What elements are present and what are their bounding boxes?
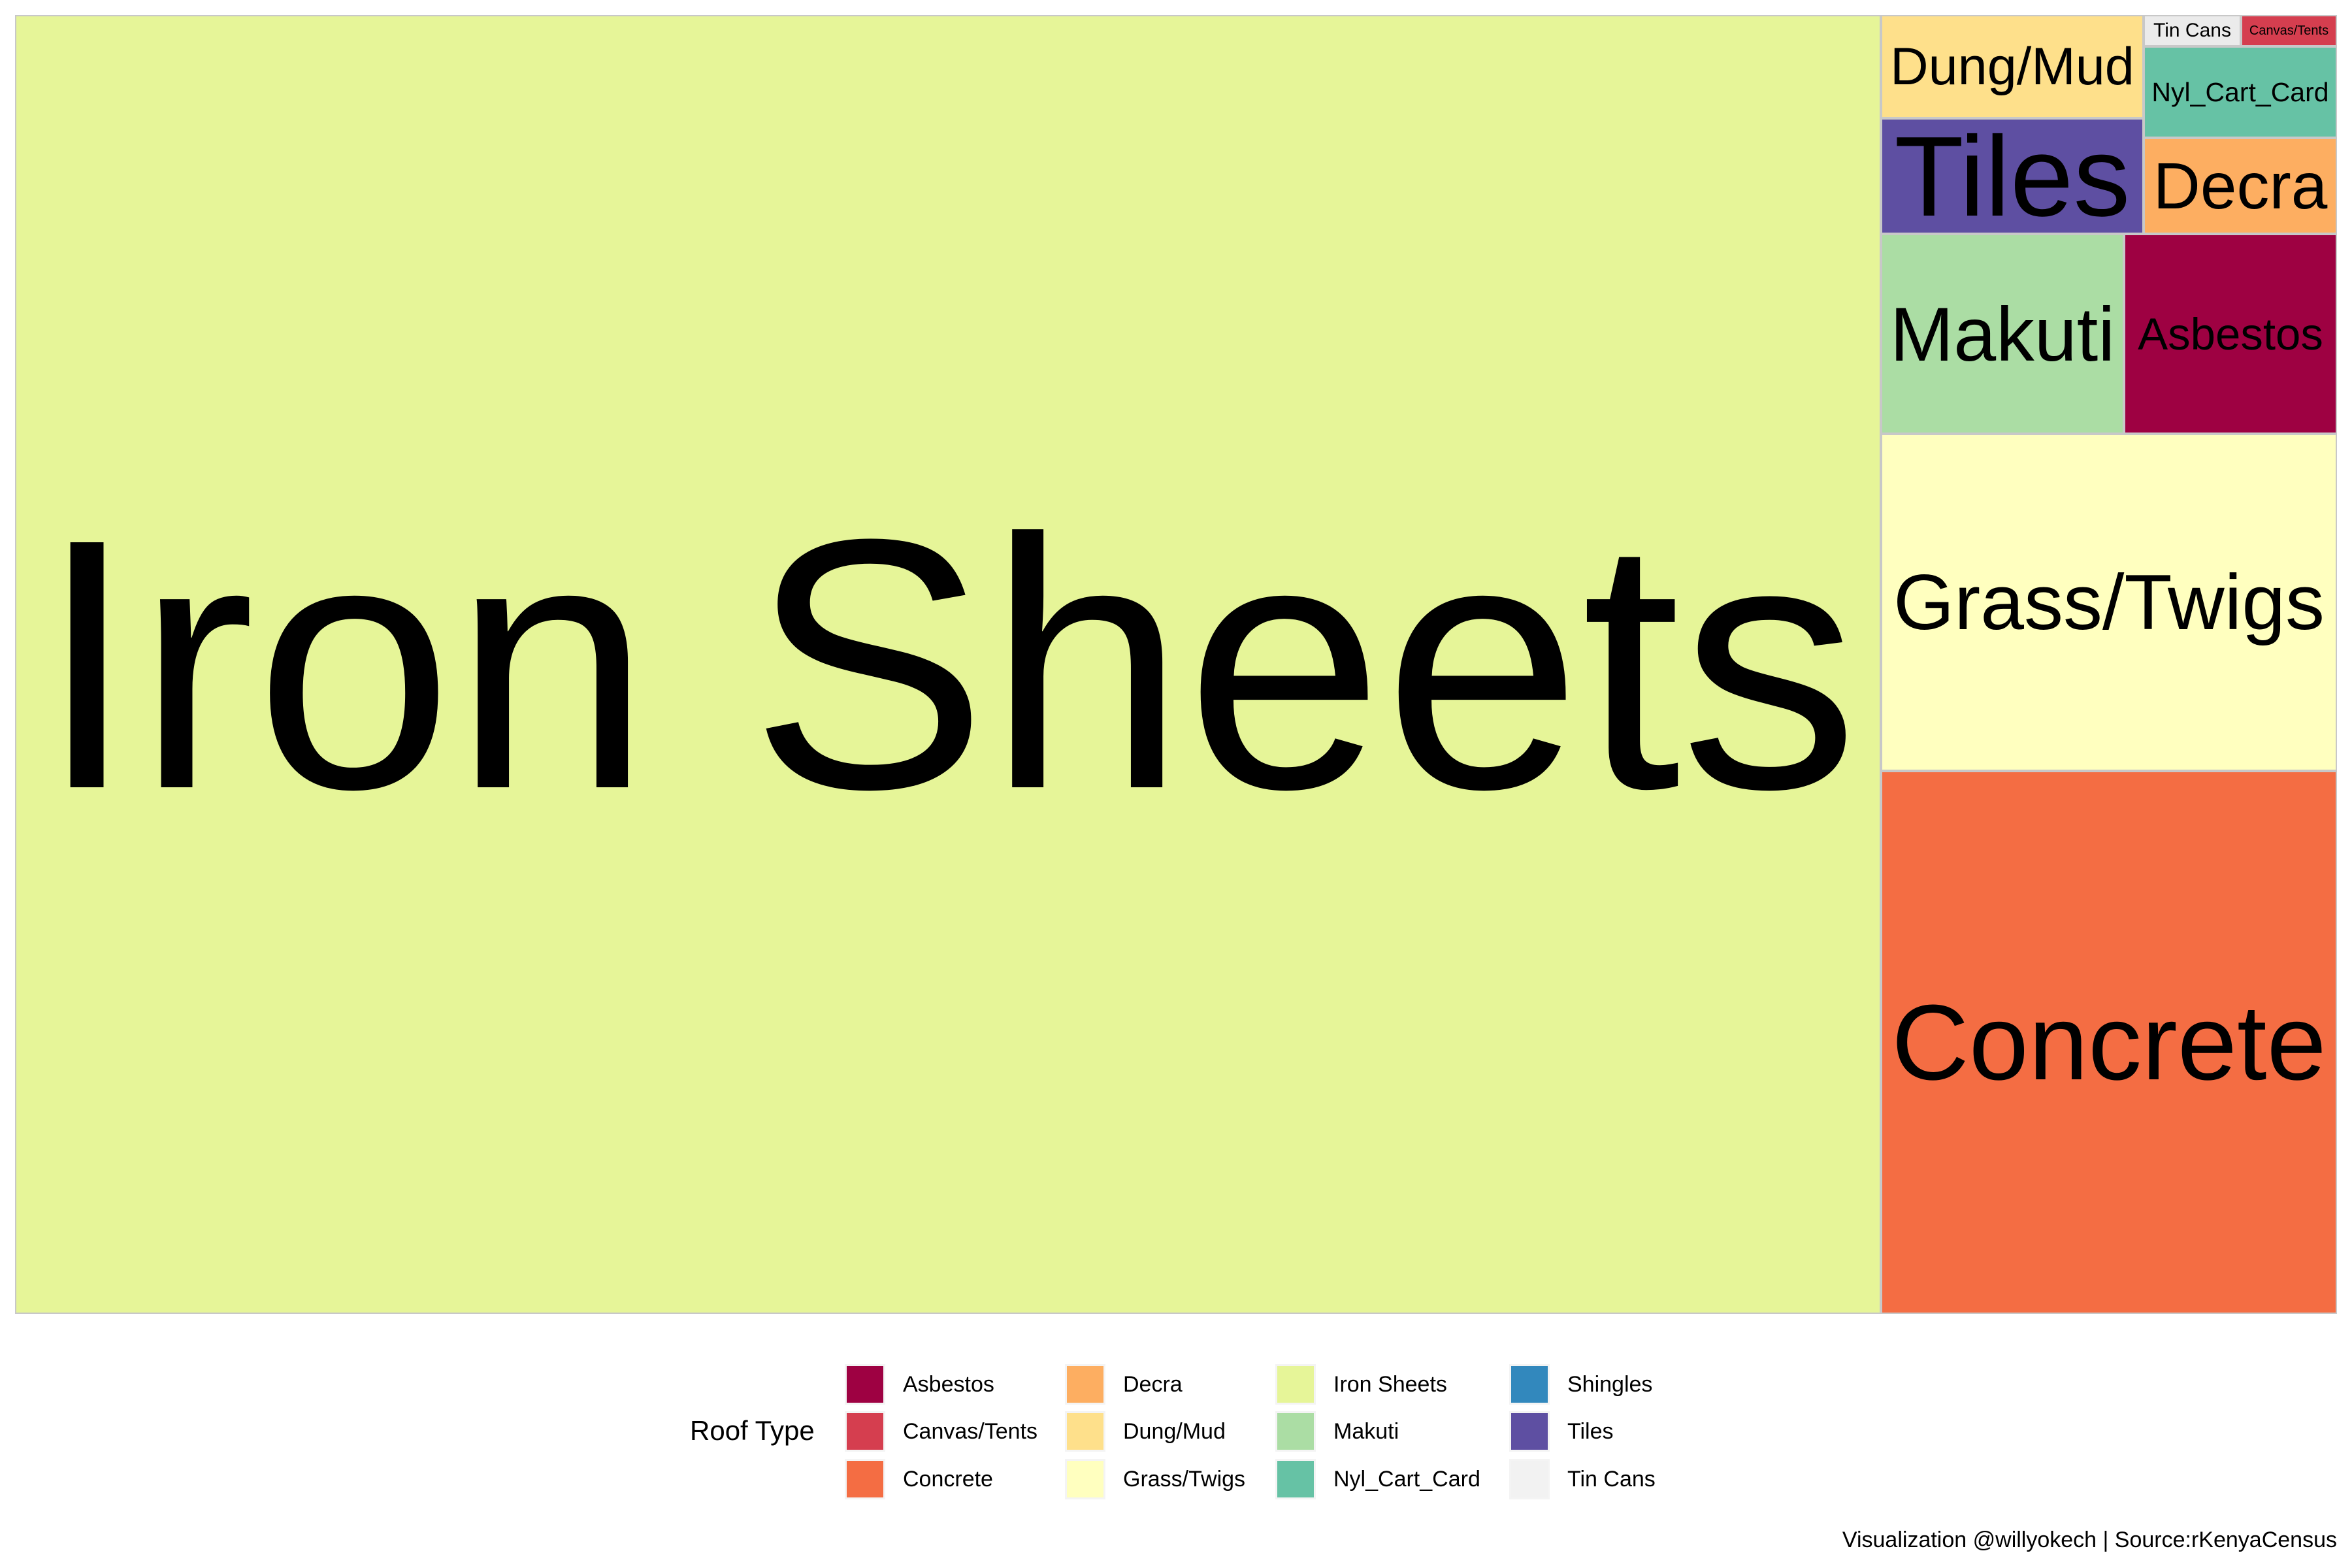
treemap-tile-nyl-cart-card: Nyl_Cart_Card [2144,46,2337,138]
tile-label: Canvas/Tents [2249,24,2329,38]
tile-label: Asbestos [2138,308,2323,359]
legend-label: Tiles [1567,1419,1614,1444]
tile-label: Nyl_Cart_Card [2151,76,2329,107]
legend-label: Makuti [1333,1419,1399,1444]
treemap-tile-canvas-tents: Canvas/Tents [2241,15,2337,46]
legend-key [1509,1364,1550,1405]
tile-label: Iron Sheets [37,465,1859,863]
tile-label: Concrete [1891,982,2327,1102]
treemap-tile-makuti: Makuti [1881,234,2124,434]
treemap-tile-iron-sheets: Iron Sheets [15,15,1881,1314]
treemap-tile-concrete: Concrete [1881,771,2337,1314]
legend-key [1509,1411,1550,1452]
legend-label: Dung/Mud [1123,1419,1226,1444]
tile-label: Grass/Twigs [1893,559,2325,646]
treemap-tile-decra: Decra [2144,138,2337,234]
legend-title: Roof Type [690,1415,815,1446]
legend-key [1275,1364,1316,1405]
legend-key [1065,1364,1105,1405]
treemap-tile-tiles: Tiles [1881,118,2144,234]
legend-label: Decra [1123,1372,1183,1397]
legend-label: Shingles [1567,1372,1653,1397]
legend-key [845,1364,885,1405]
legend-key [845,1459,885,1499]
legend-label: Tin Cans [1567,1467,1656,1492]
legend-label: Asbestos [903,1372,994,1397]
legend-label: Iron Sheets [1333,1372,1447,1397]
legend-key [1275,1411,1316,1452]
tile-label: Makuti [1889,291,2115,377]
tile-label: Tiles [1894,118,2131,234]
tile-label: Dung/Mud [1890,37,2134,96]
treemap-tile-grass-twigs: Grass/Twigs [1881,434,2337,771]
legend-label: Canvas/Tents [903,1419,1037,1444]
tile-label: Decra [2153,149,2328,223]
treemap-tile-dung-mud: Dung/Mud [1881,15,2144,118]
legend-key [1065,1411,1105,1452]
legend-key [845,1411,885,1452]
legend-label: Concrete [903,1467,993,1492]
legend-key [1275,1459,1316,1499]
tile-label: Tin Cans [2153,20,2231,41]
legend-key [1065,1459,1105,1499]
legend-label: Grass/Twigs [1123,1467,1246,1492]
treemap-tile-asbestos: Asbestos [2124,234,2337,434]
caption: Visualization @willyokech | Source:rKeny… [1842,1527,2337,1552]
legend-key [1509,1459,1550,1499]
legend-label: Nyl_Cart_Card [1333,1467,1480,1492]
treemap-tile-tin-cans: Tin Cans [2144,15,2241,46]
